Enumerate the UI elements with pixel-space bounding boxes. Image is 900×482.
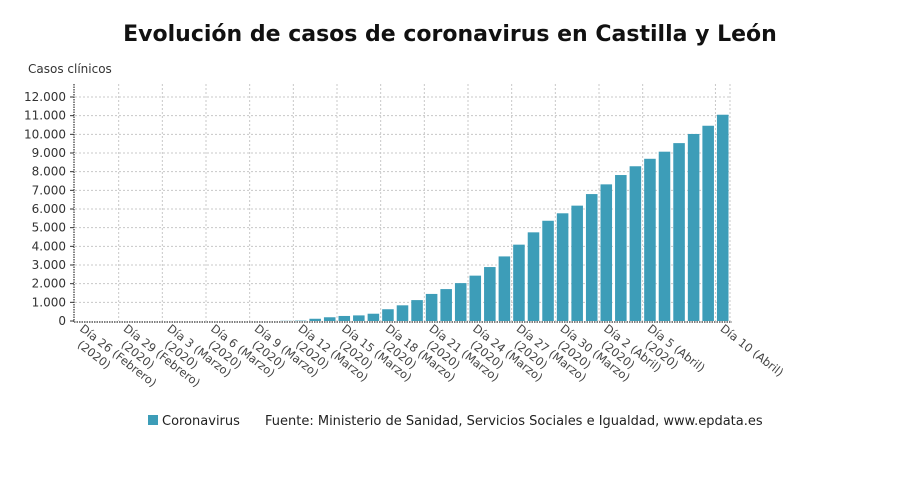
x-tick-label-line: Día 10 (Abril) — [718, 321, 787, 379]
y-tick-label: 0 — [58, 314, 66, 328]
bar-1-abr — [585, 194, 598, 321]
bar-24-mar — [469, 275, 482, 321]
chart-title: Evolución de casos de coronavirus en Cas… — [123, 22, 777, 47]
bar-22-mar — [440, 289, 452, 321]
y-tick-label: 11.000 — [24, 109, 66, 123]
bars — [280, 114, 729, 321]
y-tick-label: 6.000 — [32, 202, 66, 216]
bar-2-abr — [600, 184, 613, 321]
bar-27-mar — [513, 244, 525, 321]
y-axis-ticks: 0 1.000 2.000 3.000 4.000 5.000 6.000 7.000 8.00… — [24, 90, 74, 328]
bar-18-mar — [382, 309, 394, 321]
y-tick-label: 9.000 — [32, 146, 66, 160]
x-tick-label: Día 10 (Abril) — [718, 321, 787, 379]
y-tick-label: 4.000 — [32, 239, 66, 253]
bar-7-abr — [673, 143, 685, 321]
y-tick-label: 8.000 — [32, 165, 66, 179]
bar-17-mar — [367, 313, 380, 321]
bar-10-abr — [716, 114, 729, 321]
bar-4-abr — [629, 166, 642, 321]
bar-29-mar — [542, 220, 554, 321]
bar-19-mar — [396, 305, 409, 321]
bar-20-mar — [411, 300, 423, 321]
bar-15-mar — [338, 315, 351, 321]
y-tick-label: 1.000 — [32, 295, 66, 309]
y-tick-label: 2.000 — [32, 277, 66, 291]
legend-swatch — [148, 415, 158, 425]
bar-14-mar — [323, 317, 336, 321]
bar-3-abr — [615, 175, 627, 321]
legend-label: Coronavirus — [162, 414, 240, 429]
y-axis-label: Casos clínicos — [28, 62, 112, 76]
source-text: Fuente: Ministerio de Sanidad, Servicios… — [265, 414, 763, 429]
bar-28-mar — [527, 232, 540, 321]
y-tick-label: 7.000 — [32, 183, 66, 197]
x-axis-ticks: Día 26 (Febrero)(2020) Día 29 (Febrero)(2… — [75, 321, 787, 390]
bar-9-abr — [702, 125, 714, 321]
bar-26-mar — [498, 256, 511, 321]
y-tick-label: 12.000 — [24, 90, 66, 104]
bar-16-mar — [353, 315, 365, 321]
bar-31-mar — [571, 205, 583, 321]
y-tick-label: 10.000 — [24, 127, 66, 141]
bar-25-mar — [484, 267, 496, 321]
bar-13-mar — [309, 318, 321, 321]
bar-21-mar — [425, 293, 438, 321]
y-tick-label: 5.000 — [32, 221, 66, 235]
y-tick-label: 3.000 — [32, 258, 66, 272]
bar-8-abr — [687, 133, 700, 321]
bar-5-abr — [644, 158, 656, 321]
bar-6-abr — [658, 151, 671, 321]
bar-23-mar — [454, 283, 467, 321]
legend: Coronavirus Fuente: Ministerio de Sanida… — [148, 414, 763, 429]
bar-30-mar — [556, 213, 569, 321]
